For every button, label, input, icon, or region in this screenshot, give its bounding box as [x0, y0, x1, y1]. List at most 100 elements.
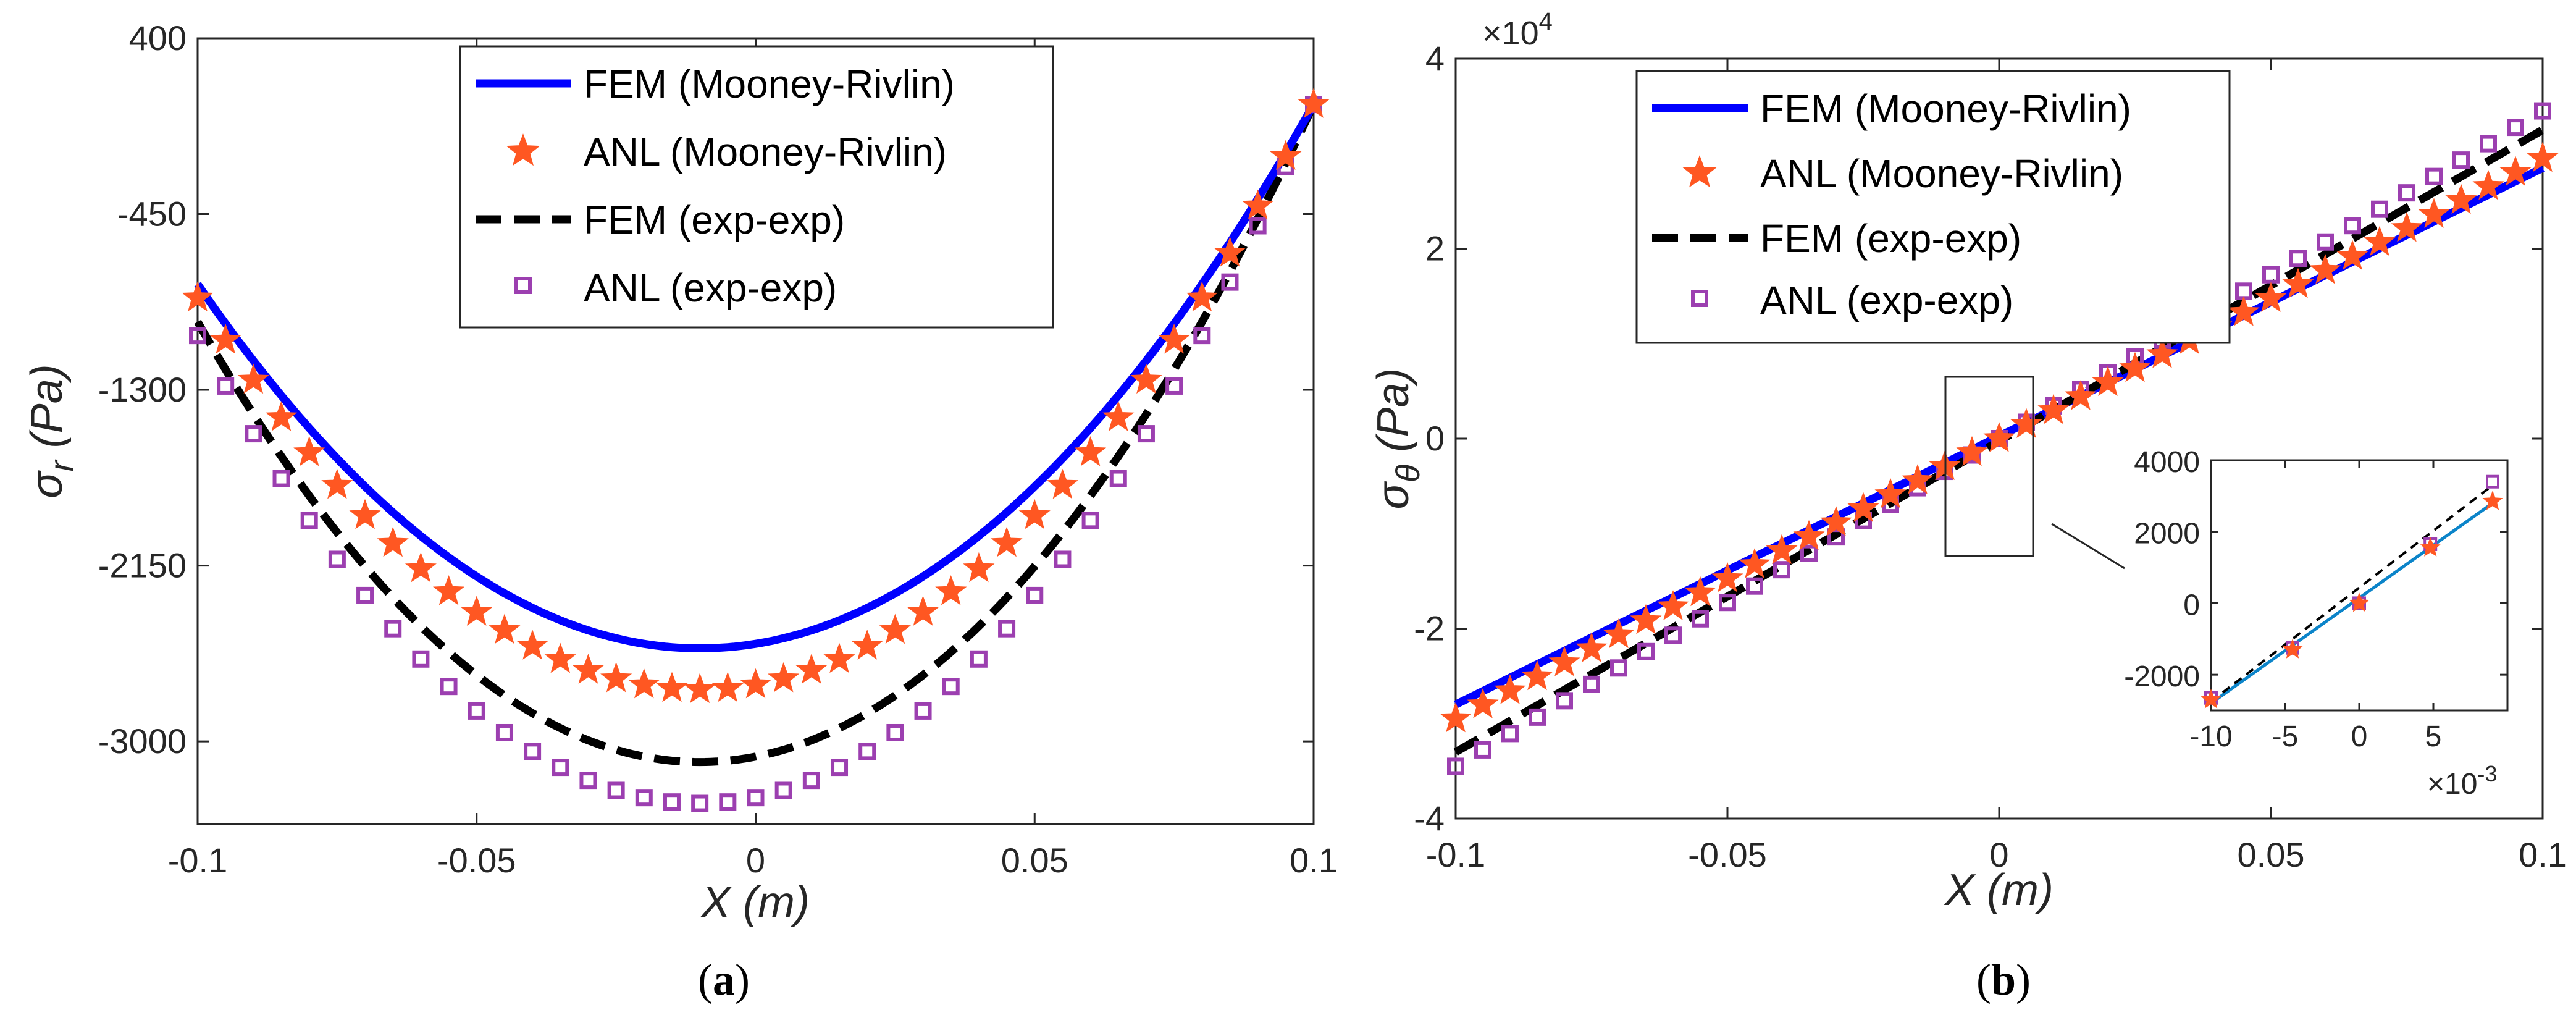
series-anl-mr-marker [795, 654, 828, 684]
series-anl-exp-marker [1249, 217, 1267, 235]
series-anl-mr-marker [516, 630, 548, 660]
series-anl-mr-marker [2391, 211, 2423, 242]
series-anl-exp-marker [2344, 217, 2361, 235]
inset-star-marker [2349, 592, 2370, 612]
series-anl-exp-marker [858, 743, 876, 760]
series-anl-mr-marker [1046, 468, 1079, 499]
series-anl-mr-marker [1548, 646, 1580, 676]
y-tick-label: 4000 [2134, 446, 2200, 479]
series-anl-exp-marker [579, 772, 597, 790]
legend-anl-mr-swatch [1682, 155, 1717, 188]
series-anl-mr-marker [2418, 198, 2450, 228]
series-anl-mr-marker [349, 499, 381, 529]
inset-star-marker [2201, 689, 2221, 709]
series-anl-exp-marker [1610, 659, 1627, 677]
series-anl-exp-marker [1692, 610, 1709, 628]
series-anl-mr-marker [2037, 394, 2070, 424]
inset-multiplier: ×10-3 [2427, 761, 2497, 801]
y-tick-label: 4 [1425, 39, 1445, 78]
series-anl-mr-marker [2228, 296, 2260, 326]
legend-anl-exp-label: ANL (exp-exp) [1760, 278, 2013, 322]
series-anl-exp-marker [691, 794, 709, 812]
series-anl-exp-marker [1746, 577, 1763, 595]
y-tick-label: 2 [1425, 229, 1445, 268]
chart-b-ylabel: σθ (Pa) [1369, 368, 1427, 510]
chart-a-ylabel-symbol: σ [22, 470, 72, 499]
series-anl-exp-marker [1081, 512, 1099, 529]
chart-b-multiplier: ×104 [1482, 8, 1553, 52]
chart-b-multiplier-exp: 4 [1539, 8, 1553, 35]
x-tick-label: 0 [746, 841, 765, 880]
series-anl-exp-marker [356, 586, 374, 604]
series-anl-exp-marker [552, 759, 569, 777]
series-anl-exp-marker [217, 377, 235, 395]
series-anl-mr-marker [1102, 401, 1135, 431]
series-anl-exp-marker [1664, 626, 1682, 644]
y-tick-label: -2150 [98, 546, 187, 585]
y-tick-label: 0 [1425, 419, 1445, 458]
x-tick-label: 0.1 [1290, 841, 1338, 880]
series-anl-exp-marker [2425, 167, 2443, 185]
series-anl-mr-marker [1630, 604, 1662, 634]
series-anl-mr-marker [1603, 618, 1635, 649]
series-anl-exp-marker [2452, 151, 2470, 169]
series-anl-mr-marker [2445, 183, 2477, 214]
x-tick-label: 0 [1989, 835, 2008, 874]
series-anl-mr-marker [461, 596, 493, 626]
series-anl-exp-marker [2289, 250, 2307, 267]
series-anl-mr-marker [1298, 88, 1330, 118]
series-anl-mr-marker [1711, 562, 1743, 592]
legend-anl-mr-label: ANL (Mooney-Rivlin) [584, 130, 947, 174]
x-tick-label: -0.05 [437, 841, 516, 880]
x-tick-label: 0.1 [2519, 835, 2567, 874]
legend-anl-exp-swatch [514, 277, 532, 294]
panel-label-b-open: ( [1976, 955, 1991, 1004]
series-anl-mr-marker [879, 613, 911, 644]
series-anl-exp-marker [468, 702, 485, 720]
legend-fem-exp-label: FEM (exp-exp) [584, 198, 845, 242]
series-anl-mr-marker [628, 668, 660, 699]
series-anl-mr-marker [935, 575, 967, 605]
legend-star-marker [1682, 155, 1717, 188]
inset-series [2201, 474, 2503, 709]
series-anl-mr-marker [711, 672, 744, 702]
series-anl-mr-marker [768, 662, 800, 693]
series-anl-mr-marker [1214, 237, 1246, 267]
series-anl-exp-marker [1165, 377, 1183, 395]
series-anl-mr-marker [2336, 240, 2368, 270]
legend-star-marker [506, 133, 540, 166]
inset-ticks: -10 -5 0 5 4000 2000 0 -2000 [2124, 446, 2507, 753]
series-anl-mr-marker [405, 552, 437, 583]
series-anl-exp-marker [1637, 642, 1655, 660]
series-anl-exp-marker [495, 723, 513, 741]
chart-a-legend: FEM (Mooney-Rivlin) ANL (Mooney-Rivlin) … [459, 45, 1054, 329]
series-anl-mr-marker [321, 468, 353, 499]
series-anl-mr-marker [1186, 281, 1218, 312]
chart-a: -0.1 -0.05 0 0.05 0.1400-450-1300-2150-3000 … [22, 19, 1338, 1004]
chart-b-series [1440, 102, 2559, 775]
series-anl-mr-marker [2092, 366, 2124, 397]
series-anl-mr-marker [2527, 141, 2559, 172]
y-tick-label: 2000 [2134, 518, 2200, 550]
x-tick-label: -0.1 [168, 841, 228, 880]
series-anl-mr-marker [991, 526, 1023, 557]
series-anl-mr-marker [2146, 338, 2178, 368]
chart-b-ylabel-subscript: θ [1390, 465, 1427, 482]
legend-fem-mr-label: FEM (Mooney-Rivlin) [584, 62, 955, 106]
series-anl-exp-marker [245, 425, 262, 443]
series-anl-exp-marker [1556, 692, 1573, 710]
series-anl-mr-marker [1766, 534, 1798, 565]
series-anl-exp-marker [998, 620, 1016, 638]
series-anl-mr-marker [1521, 660, 1553, 691]
chart-b-ylabel-symbol: σ [1369, 481, 1418, 509]
series-anl-exp-marker [2507, 119, 2524, 137]
inset-fem-line [2210, 502, 2494, 705]
series-anl-exp-marker [914, 702, 932, 720]
chart-b-inset: -10 -5 0 5 4000 2000 0 -2000 ×10-3 [2124, 446, 2509, 801]
series-anl-mr-marker [209, 323, 241, 354]
panel-label-b: (b) [1976, 955, 2031, 1004]
series-anl-mr-marker [432, 575, 465, 605]
chart-a-ylabel: σr (Pa) [22, 364, 80, 498]
series-anl-exp-marker [635, 789, 653, 807]
